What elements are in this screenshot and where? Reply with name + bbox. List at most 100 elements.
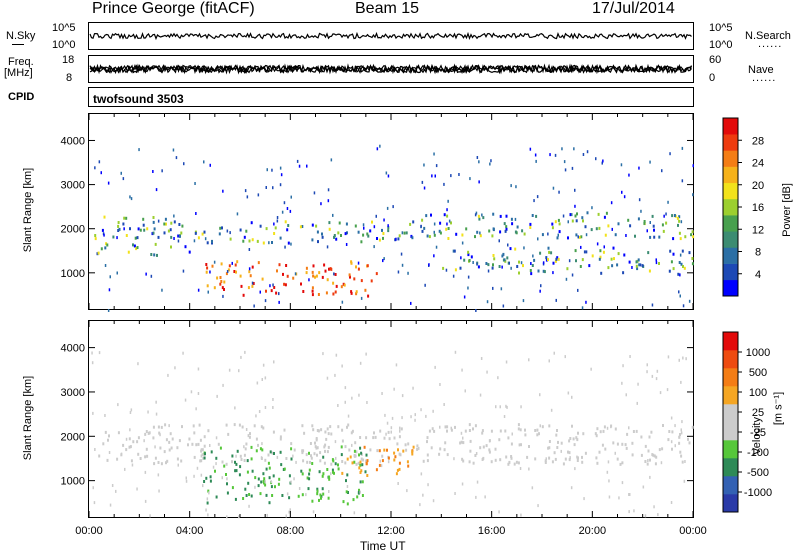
data-cell — [383, 448, 386, 452]
data-cell — [264, 376, 267, 380]
data-cell — [651, 374, 654, 378]
data-cell — [649, 221, 651, 224]
data-cell — [190, 390, 193, 394]
data-cell — [231, 460, 233, 464]
data-cell — [568, 259, 571, 263]
colorbar-segment — [723, 404, 738, 423]
data-cell — [245, 229, 248, 233]
data-cell — [346, 485, 349, 488]
data-cell — [601, 443, 604, 447]
data-cell — [644, 514, 647, 518]
data-cell — [626, 432, 629, 436]
data-cell — [155, 400, 157, 404]
data-cell — [492, 254, 495, 257]
data-cell — [418, 446, 420, 450]
data-cell — [621, 442, 624, 446]
data-cell — [676, 216, 679, 220]
data-cell — [670, 416, 673, 420]
data-cell — [427, 483, 429, 487]
data-cell — [323, 263, 326, 267]
y-tick-label: 2000 — [61, 431, 85, 443]
data-cell — [613, 257, 615, 261]
data-cell — [107, 181, 110, 185]
data-cell — [623, 253, 626, 257]
data-cell — [576, 438, 579, 442]
data-cell — [180, 231, 183, 235]
data-cell — [197, 236, 200, 240]
data-cell — [491, 266, 494, 270]
data-cell — [533, 258, 536, 262]
data-cell — [228, 368, 231, 372]
data-cell — [311, 223, 314, 227]
data-cell — [373, 431, 375, 435]
data-cell — [164, 423, 167, 427]
data-cell — [347, 423, 350, 427]
data-cell — [386, 421, 389, 425]
data-cell — [360, 279, 363, 283]
colorbar-segment — [723, 150, 738, 167]
data-cell — [555, 433, 558, 437]
data-cell — [657, 513, 659, 517]
data-cell — [414, 418, 416, 422]
data-cell — [308, 477, 311, 481]
data-cell — [678, 435, 681, 439]
freq-tick-bottom: 8 — [66, 72, 73, 84]
data-cell — [560, 449, 562, 453]
data-cell — [422, 493, 424, 497]
data-cell — [152, 425, 155, 429]
data-cell — [132, 243, 134, 247]
data-cell — [263, 477, 266, 481]
data-cell — [484, 495, 486, 499]
colorbar-segment — [723, 134, 738, 151]
data-cell — [260, 456, 263, 460]
data-cell — [375, 214, 377, 218]
data-cell — [498, 265, 501, 268]
data-cell — [545, 258, 548, 262]
data-cell — [503, 258, 506, 262]
data-cell — [514, 230, 517, 234]
data-cell — [569, 213, 571, 217]
y-tick-label: 2000 — [61, 224, 85, 236]
data-cell — [244, 350, 246, 354]
data-cell — [157, 235, 160, 239]
data-cell — [363, 226, 365, 230]
data-cell — [519, 467, 522, 470]
data-cell — [655, 258, 657, 262]
data-cell — [535, 159, 537, 163]
data-cell — [424, 283, 426, 287]
data-cell — [216, 394, 218, 398]
data-cell — [460, 256, 462, 260]
data-cell — [361, 480, 364, 484]
data-cell — [161, 169, 163, 173]
data-cell — [326, 278, 329, 282]
data-cell — [374, 435, 377, 439]
data-cell — [541, 425, 544, 429]
data-cell — [117, 224, 120, 228]
data-cell — [478, 160, 480, 164]
colorbar-segment — [723, 118, 738, 135]
data-cell — [94, 234, 97, 237]
data-cell — [268, 241, 270, 245]
data-cell — [187, 443, 189, 447]
data-cell — [579, 265, 582, 268]
colorbar-segment — [723, 494, 738, 513]
data-cell — [238, 423, 241, 427]
data-cell — [550, 251, 553, 255]
data-cell — [109, 275, 111, 279]
data-cell — [366, 232, 369, 236]
freq-unit: [MHz] — [4, 67, 33, 79]
data-cell — [174, 366, 176, 370]
data-cell — [382, 236, 384, 240]
data-cell — [206, 501, 209, 505]
data-cell — [345, 479, 347, 483]
data-cell — [394, 455, 397, 459]
data-cell — [488, 229, 491, 233]
data-cell — [254, 485, 256, 489]
data-cell — [571, 273, 574, 277]
data-cell — [393, 451, 396, 455]
data-cell — [635, 264, 638, 268]
data-cell — [467, 250, 470, 254]
data-cell — [640, 453, 643, 457]
data-cell — [243, 235, 246, 239]
data-cell — [453, 457, 455, 461]
